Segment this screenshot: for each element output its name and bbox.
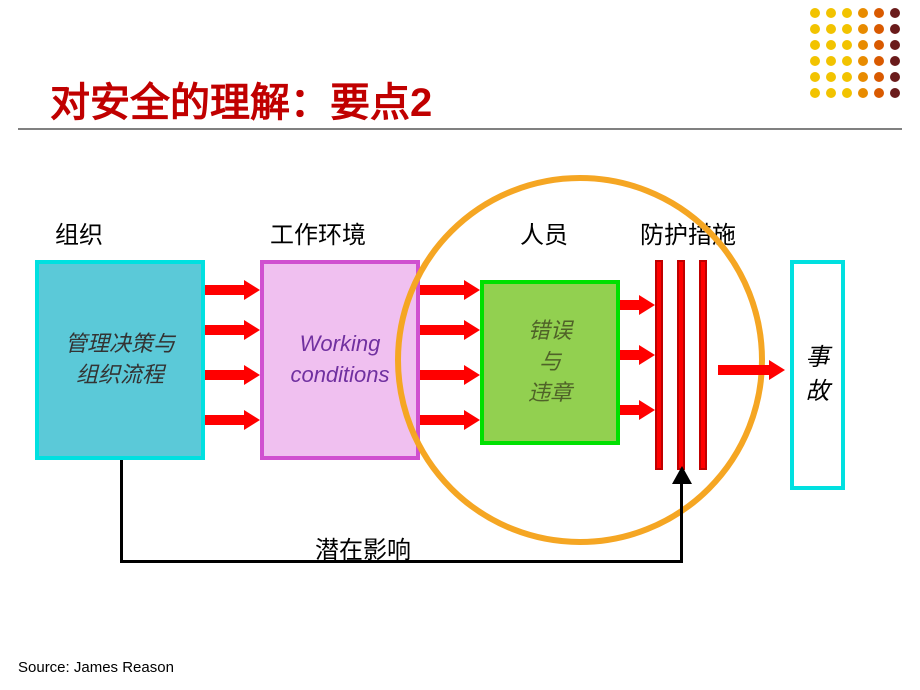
- flow-arrow-head: [639, 295, 655, 315]
- flow-arrow-head: [244, 280, 260, 300]
- flow-arrow-head: [464, 320, 480, 340]
- flow-arrow: [718, 365, 771, 375]
- source-citation: Source: James Reason: [18, 659, 174, 676]
- flow-arrow: [205, 285, 246, 295]
- flow-arrow-head: [244, 410, 260, 430]
- flow-arrow: [205, 325, 246, 335]
- flow-arrow: [620, 300, 641, 310]
- flow-arrow-head: [244, 365, 260, 385]
- box-env-line: Working: [300, 329, 381, 360]
- flow-arrow-head: [639, 400, 655, 420]
- highlight-circle: [395, 175, 765, 545]
- latent-path: [680, 480, 683, 563]
- flow-arrow-head: [464, 280, 480, 300]
- flow-arrow: [420, 370, 466, 380]
- box-accident-line: 事: [806, 341, 830, 375]
- flow-arrow-head: [464, 365, 480, 385]
- box-org-line: 组织流程: [76, 360, 164, 391]
- flow-arrow: [420, 285, 466, 295]
- flow-arrow-head: [769, 360, 785, 380]
- header-env: 工作环境: [270, 215, 366, 250]
- flow-arrow-head: [639, 345, 655, 365]
- latent-path: [120, 460, 123, 560]
- flow-arrow: [620, 350, 641, 360]
- box-accident-line: 故: [806, 375, 830, 409]
- flow-arrow: [420, 415, 466, 425]
- flow-arrow: [620, 405, 641, 415]
- latent-path-arrowhead: [672, 466, 692, 484]
- flow-arrow: [420, 325, 466, 335]
- flow-arrow-head: [464, 410, 480, 430]
- box-accident: 事故: [790, 260, 845, 490]
- flow-arrow-head: [244, 320, 260, 340]
- flow-arrow: [205, 370, 246, 380]
- box-org: 管理决策与组织流程: [35, 260, 205, 460]
- box-env-line: conditions: [290, 360, 389, 391]
- flow-arrow: [205, 415, 246, 425]
- latent-influence-label: 潜在影响: [315, 530, 411, 565]
- header-org: 组织: [55, 215, 103, 250]
- swiss-cheese-diagram: 组织工作环境人员防护措施管理决策与组织流程Workingconditions错误…: [0, 0, 920, 690]
- box-org-line: 管理决策与: [65, 329, 175, 360]
